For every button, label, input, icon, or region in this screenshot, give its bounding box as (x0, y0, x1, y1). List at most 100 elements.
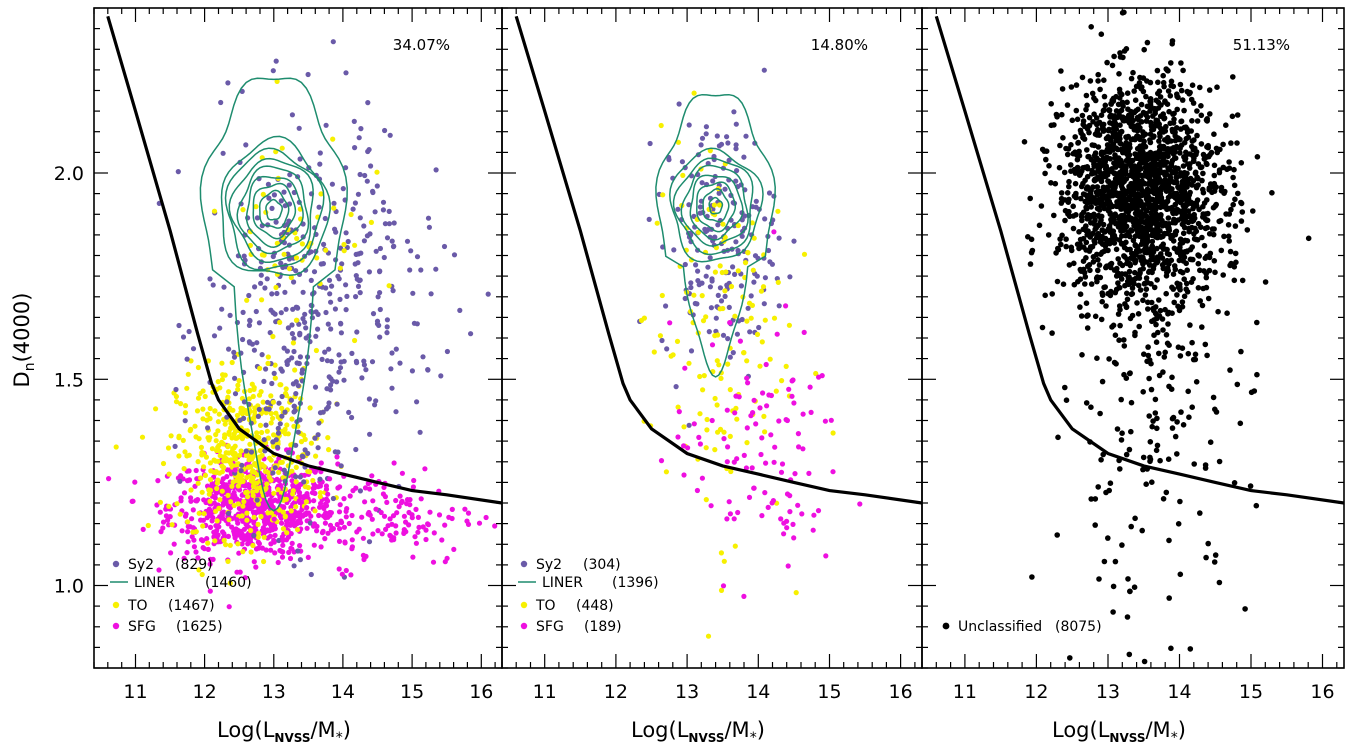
data-point-unclassified (1197, 510, 1203, 516)
data-point-unclassified (1156, 138, 1162, 144)
data-point-sfg (318, 500, 324, 507)
data-point-sfg (465, 521, 472, 528)
data-point-unclassified (1113, 137, 1120, 144)
data-point-unclassified (1083, 204, 1089, 211)
data-point-unclassified (1193, 379, 1200, 385)
data-point-to (214, 485, 220, 492)
data-point-unclassified (1154, 245, 1160, 252)
data-point-unclassified (1212, 203, 1219, 209)
data-point-unclassified (1215, 308, 1221, 315)
data-point-unclassified (1147, 167, 1154, 174)
data-point-unclassified (1207, 439, 1214, 446)
data-point-unclassified (1153, 97, 1159, 104)
data-point-unclassified (1143, 112, 1149, 118)
data-point-unclassified (1211, 258, 1218, 264)
data-point-sfg (232, 532, 238, 538)
data-point-unclassified (1157, 457, 1163, 464)
data-point-to (228, 499, 234, 505)
data-point-unclassified (1204, 197, 1210, 203)
data-point-unclassified (1165, 194, 1172, 201)
data-point-sy2 (386, 221, 392, 227)
data-point-sy2 (377, 269, 383, 275)
data-point-sfg (304, 505, 310, 511)
data-point-to (715, 332, 721, 338)
data-point-sy2 (358, 250, 364, 256)
data-point-to (374, 169, 380, 175)
data-point-unclassified (1170, 111, 1176, 117)
data-point-unclassified (1137, 160, 1144, 167)
data-point-to (704, 416, 710, 423)
data-point-sfg (289, 478, 295, 484)
data-point-to (221, 537, 227, 544)
data-point-unclassified (1124, 151, 1130, 157)
data-point-sfg (415, 514, 421, 521)
data-point-sfg (318, 460, 324, 466)
data-point-to (201, 464, 207, 470)
legend-to-marker (520, 601, 528, 609)
data-point-unclassified (1021, 139, 1028, 145)
data-point-unclassified (1184, 129, 1191, 136)
data-point-sfg (442, 522, 448, 528)
data-point-sy2 (663, 303, 669, 309)
data-point-sfg (724, 459, 730, 465)
data-point-unclassified (1132, 329, 1138, 336)
data-point-unclassified (1189, 138, 1196, 144)
data-point-unclassified (1172, 220, 1178, 226)
data-point-to (235, 483, 241, 489)
data-point-to (198, 475, 204, 481)
data-point-to (240, 549, 246, 555)
data-point-to (717, 263, 723, 269)
data-point-unclassified (1118, 241, 1125, 247)
data-point-to (245, 494, 251, 500)
data-point-unclassified (1125, 106, 1131, 112)
data-point-sfg (268, 524, 274, 530)
data-point-unclassified (1189, 339, 1195, 346)
data-point-sy2 (354, 360, 360, 366)
data-point-unclassified (1148, 386, 1155, 393)
data-point-unclassified (1244, 227, 1251, 233)
data-point-unclassified (1232, 223, 1239, 229)
data-point-unclassified (1239, 277, 1246, 284)
liner-contour (224, 147, 325, 271)
data-point-to (244, 517, 250, 523)
data-point-sy2 (282, 289, 288, 295)
data-point-to (169, 522, 175, 528)
data-point-to (182, 449, 188, 455)
data-point-sy2 (372, 209, 378, 215)
data-point-unclassified (1109, 166, 1115, 172)
data-point-sy2 (232, 391, 239, 397)
data-point-to (277, 319, 283, 325)
data-point-unclassified (1070, 225, 1077, 232)
data-point-to (721, 558, 727, 564)
data-point-sfg (270, 498, 276, 504)
data-point-sy2 (258, 272, 264, 278)
data-point-sfg (369, 473, 375, 479)
data-point-to (252, 405, 258, 411)
data-point-sfg (220, 515, 226, 521)
data-point-sfg (327, 522, 334, 528)
data-point-sy2 (343, 165, 349, 171)
data-point-unclassified (1110, 609, 1116, 615)
data-point-to (317, 494, 323, 500)
data-point-sy2 (694, 301, 700, 307)
legend-sy2-marker (520, 560, 528, 568)
data-point-to (215, 379, 221, 385)
data-point-to (663, 469, 670, 475)
data-point-sfg (757, 405, 763, 411)
data-point-unclassified (1162, 349, 1168, 356)
data-point-to (246, 457, 252, 463)
data-point-to (268, 420, 274, 426)
data-point-unclassified (1134, 127, 1140, 133)
data-point-sfg (759, 513, 765, 519)
data-point-unclassified (1046, 163, 1052, 169)
data-point-sfg (291, 500, 297, 506)
data-point-sy2 (710, 178, 716, 184)
data-point-to (219, 488, 225, 494)
data-point-unclassified (1107, 120, 1113, 126)
data-point-to (239, 436, 245, 442)
data-point-unclassified (1128, 123, 1135, 130)
data-point-unclassified (1191, 211, 1197, 218)
data-point-to (240, 503, 246, 509)
data-point-to (229, 435, 235, 441)
